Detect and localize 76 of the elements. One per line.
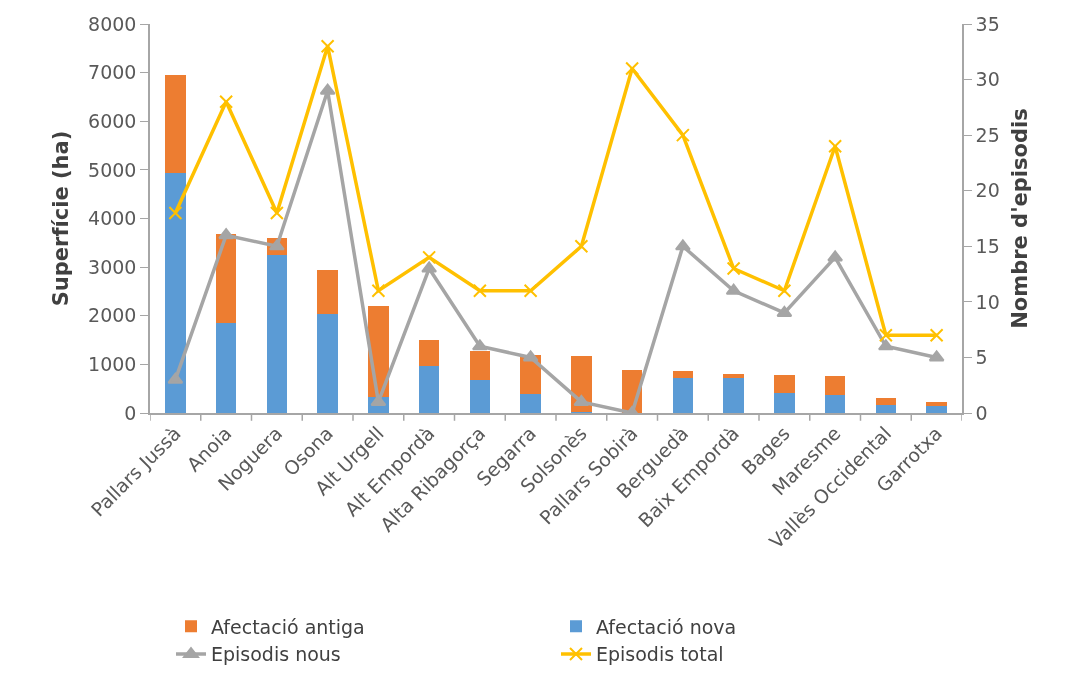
bar: [875, 397, 897, 405]
legend-label: Afectació nova: [596, 615, 737, 638]
y2-tick-label: 30: [975, 68, 1000, 91]
point: [675, 128, 690, 143]
y-tick-label: 8000: [88, 12, 137, 35]
bar: [165, 74, 186, 174]
bar: [520, 394, 541, 413]
bar: [672, 377, 694, 413]
bar: [926, 401, 947, 406]
bar: [723, 377, 744, 413]
bar: [469, 380, 491, 413]
point: [574, 239, 589, 254]
bar: [418, 339, 440, 367]
point: [371, 283, 386, 298]
point: [319, 83, 336, 95]
point: [167, 372, 184, 384]
bar: [875, 404, 897, 413]
y2-tick-label: 20: [975, 179, 1000, 202]
y-tick-label: 7000: [88, 61, 137, 84]
point: [168, 205, 183, 220]
bar: [774, 393, 795, 413]
y2-tick-label: 0: [975, 401, 988, 424]
bar: [165, 173, 186, 413]
y2-axis-title: Nombre d'episodis: [1008, 108, 1033, 329]
y2-tick-label: 25: [975, 123, 1000, 146]
bar: [723, 374, 744, 378]
y-tick-label: 1000: [88, 353, 137, 376]
point: [268, 239, 285, 251]
bar: [774, 374, 795, 394]
bar: [926, 405, 947, 413]
y-tick-label: 5000: [88, 158, 137, 181]
bar: [317, 270, 338, 314]
legend-label: Episodis nous: [211, 643, 341, 666]
point: [928, 350, 945, 362]
bar: [672, 371, 694, 378]
y-tick-label: 3000: [88, 255, 137, 278]
y-axis-title: Superfície (ha): [48, 130, 73, 307]
bar: [266, 254, 288, 413]
legend-label: Afectació antiga: [211, 615, 365, 638]
point: [878, 328, 893, 343]
y2-tick-label: 35: [975, 12, 1000, 35]
bar: [317, 313, 338, 413]
point: [929, 328, 944, 343]
point: [219, 94, 234, 109]
bar: [824, 375, 846, 396]
legend-label: Episodis total: [596, 643, 724, 666]
point: [471, 339, 488, 351]
point: [776, 305, 793, 317]
point: [421, 261, 438, 273]
point: [827, 250, 844, 262]
bar: [824, 395, 846, 413]
point: [777, 283, 792, 298]
point: [218, 228, 235, 240]
point: [725, 283, 742, 295]
point: [422, 250, 437, 265]
y2-tick-label: 15: [975, 234, 1000, 257]
point: [573, 394, 590, 406]
bar: [418, 366, 440, 413]
point: [523, 283, 538, 298]
point: [320, 39, 335, 54]
point: [828, 139, 843, 154]
point: [269, 205, 284, 220]
point: [522, 350, 539, 362]
bar: [469, 351, 491, 381]
point: [625, 61, 640, 76]
y2-tick-label: 5: [975, 346, 988, 369]
bar: [215, 322, 237, 413]
point: [877, 339, 894, 351]
y-tick-label: 4000: [88, 207, 137, 230]
point: [674, 239, 691, 251]
y-tick-label: 0: [124, 401, 137, 424]
y-tick-label: 2000: [88, 304, 137, 327]
point: [726, 261, 741, 276]
point: [472, 283, 487, 298]
y2-tick-label: 10: [975, 290, 1000, 313]
y-tick-label: 6000: [88, 109, 137, 132]
